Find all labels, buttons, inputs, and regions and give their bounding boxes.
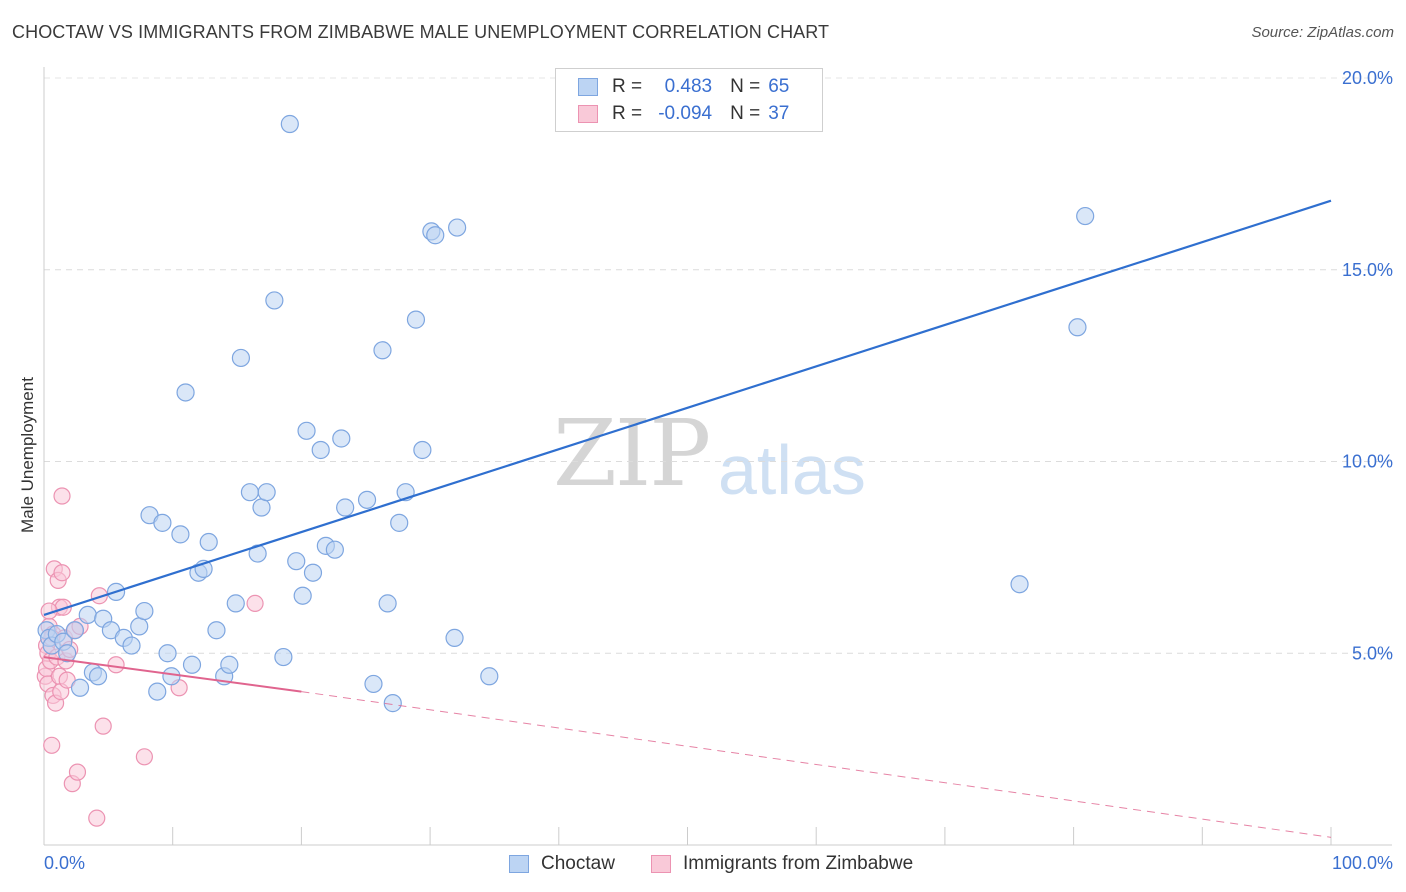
choctaw-point	[265, 291, 284, 310]
choctaw-point	[153, 513, 172, 532]
bottom-legend-zimbabwe: Immigrants from Zimbabwe	[651, 852, 913, 876]
choctaw-point	[274, 647, 293, 667]
choctaw-legend-label: Choctaw	[541, 853, 615, 874]
chart-title: CHOCTAW VS IMMIGRANTS FROM ZIMBABWE MALE…	[12, 22, 830, 42]
choctaw-point	[383, 694, 402, 713]
zimbabwe-point	[94, 717, 112, 735]
choctaw-point	[357, 490, 377, 509]
zimbabwe-point	[43, 736, 61, 754]
r-value-zimbabwe: -0.094	[658, 103, 713, 124]
n-value-choctaw: 65	[768, 76, 790, 97]
choctaw-point	[1076, 206, 1095, 226]
n-label: N =	[730, 103, 761, 124]
x-tick-label: 100.0%	[1332, 853, 1393, 873]
choctaw-point	[280, 114, 299, 134]
choctaw-point	[257, 483, 276, 502]
choctaw-point	[182, 655, 202, 674]
choctaw-point	[240, 483, 260, 502]
choctaw-point	[176, 383, 195, 402]
legend-row-zimbabwe: R = -0.094 N = 37	[578, 102, 789, 126]
choctaw-point	[207, 621, 226, 640]
choctaw-point	[413, 440, 432, 460]
choctaw-point	[1068, 318, 1087, 337]
choctaw-point	[65, 621, 84, 640]
choctaw-point	[78, 605, 97, 625]
zimbabwe-legend-swatch-icon	[651, 855, 671, 873]
choctaw-point	[171, 525, 190, 544]
choctaw-point	[293, 586, 312, 605]
y-tick-label: 5.0%	[1352, 643, 1393, 663]
choctaw-point	[406, 310, 426, 329]
choctaw-point	[130, 617, 149, 636]
choctaw-point	[158, 644, 177, 663]
choctaw-point	[390, 513, 409, 532]
choctaw-point	[88, 667, 108, 686]
zimbabwe-trendline	[43, 656, 302, 693]
watermark-atlas: atlas	[718, 431, 866, 509]
zimbabwe-point	[90, 587, 108, 605]
choctaw-point	[448, 218, 467, 237]
bottom-legend-choctaw: Choctaw	[509, 852, 615, 876]
choctaw-point	[1010, 575, 1029, 594]
zimbabwe-point	[68, 763, 87, 781]
choctaw-point	[199, 532, 218, 552]
choctaw-point	[122, 636, 141, 655]
choctaw-point	[378, 594, 397, 613]
choctaw-point	[70, 678, 90, 697]
choctaw-point	[336, 498, 355, 517]
choctaw-point	[220, 655, 239, 674]
choctaw-point	[226, 594, 245, 613]
zimbabwe-point	[135, 748, 153, 766]
r-value-choctaw: 0.483	[664, 76, 713, 97]
choctaw-point	[252, 498, 271, 517]
zimbabwe-legend-label: Immigrants from Zimbabwe	[683, 853, 914, 874]
r-label: R =	[612, 103, 643, 124]
choctaw-swatch-icon	[578, 78, 598, 96]
y-tick-label: 20.0%	[1342, 68, 1393, 88]
n-value-zimbabwe: 37	[768, 103, 790, 124]
choctaw-point	[135, 601, 154, 621]
zimbabwe-swatch-icon	[578, 105, 598, 123]
n-label: N =	[730, 76, 761, 97]
choctaw-point	[231, 348, 251, 368]
zimbabwe-trendline-extension	[301, 691, 1332, 838]
choctaw-point	[148, 682, 167, 701]
choctaw-point	[58, 644, 77, 663]
choctaw-trendline	[43, 199, 1332, 616]
legend-row-choctaw: R = 0.483 N = 65	[578, 75, 789, 99]
choctaw-point	[311, 440, 330, 460]
zimbabwe-point	[107, 656, 125, 674]
zimbabwe-point	[53, 564, 71, 582]
choctaw-point	[303, 563, 323, 582]
choctaw-point	[445, 628, 464, 648]
y-tick-label: 10.0%	[1342, 452, 1393, 472]
x-tick-label: 0.0%	[44, 853, 85, 873]
choctaw-point	[480, 667, 499, 686]
zimbabwe-point	[246, 594, 264, 612]
choctaw-point	[364, 674, 383, 694]
choctaw-legend-swatch-icon	[509, 855, 529, 873]
choctaw-point	[373, 341, 392, 360]
choctaw-point	[162, 667, 181, 686]
source-label: Source: ZipAtlas.com	[1251, 24, 1394, 41]
choctaw-point	[287, 552, 306, 571]
choctaw-point	[332, 429, 351, 448]
r-label: R =	[612, 76, 643, 97]
zimbabwe-point	[88, 809, 106, 827]
y-tick-label: 15.0%	[1342, 260, 1393, 280]
correlation-legend: R = 0.483 N = 65 R = -0.094 N = 37	[555, 68, 823, 132]
zimbabwe-point	[53, 487, 71, 505]
watermark-zip: ZIP	[553, 400, 711, 507]
choctaw-point	[325, 540, 344, 559]
choctaw-point	[426, 226, 445, 245]
choctaw-point	[297, 421, 316, 440]
